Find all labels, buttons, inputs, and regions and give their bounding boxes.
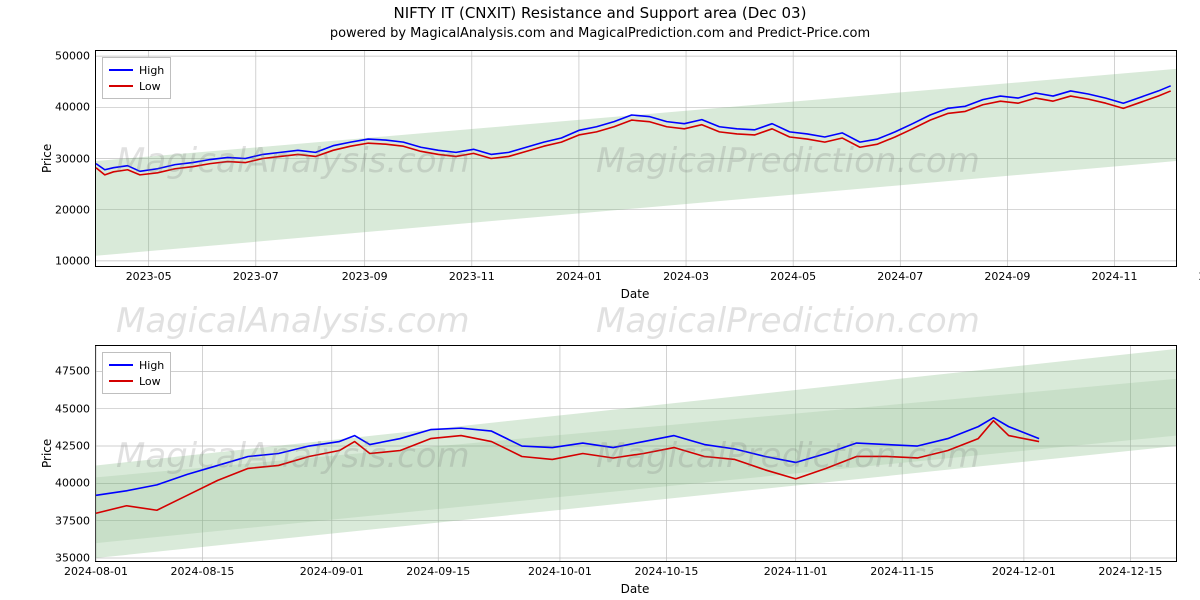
x-axis-label: Date: [95, 287, 1175, 301]
legend-label-low: Low: [139, 375, 161, 388]
legend-label-high: High: [139, 64, 164, 77]
y-tick-label: 40000: [55, 477, 96, 490]
y-tick-label: 37500: [55, 514, 96, 527]
legend-row-high: High: [109, 357, 164, 373]
watermark: MagicalPrediction.com: [596, 301, 980, 341]
chart-title: NIFTY IT (CNXIT) Resistance and Support …: [0, 4, 1200, 22]
y-tick-label: 45000: [55, 402, 96, 415]
y-axis-label: Price: [40, 143, 54, 172]
y-tick-label: 20000: [55, 203, 96, 216]
legend-swatch-high: [109, 364, 133, 366]
legend: High Low: [102, 352, 171, 394]
x-tick-label: 2023-05: [126, 266, 172, 283]
x-tick-label: 2024-12-01: [992, 561, 1056, 578]
legend-swatch-low: [109, 85, 133, 87]
x-tick-label: 2024-12-15: [1098, 561, 1162, 578]
chart-subtitle: powered by MagicalAnalysis.com and Magic…: [0, 26, 1200, 41]
x-tick-label: 2024-11-01: [764, 561, 828, 578]
x-axis-label: Date: [95, 582, 1175, 596]
legend-swatch-high: [109, 69, 133, 71]
watermark: MagicalAnalysis.com: [116, 301, 470, 341]
chart-top-svg: [96, 51, 1176, 266]
x-tick-label: 2024-01: [556, 266, 602, 283]
page: NIFTY IT (CNXIT) Resistance and Support …: [0, 0, 1200, 600]
legend-swatch-low: [109, 380, 133, 382]
y-tick-label: 47500: [55, 365, 96, 378]
x-tick-label: 2023-09: [342, 266, 388, 283]
x-tick-label: 2024-08-15: [171, 561, 235, 578]
x-tick-label: 2024-07: [877, 266, 923, 283]
x-tick-label: 2024-11-15: [870, 561, 934, 578]
x-tick-label: 2024-09: [984, 266, 1030, 283]
y-tick-label: 50000: [55, 50, 96, 63]
x-tick-label: 2024-10-01: [528, 561, 592, 578]
y-tick-label: 40000: [55, 101, 96, 114]
x-tick-label: 2024-11: [1092, 266, 1138, 283]
x-tick-label: 2023-07: [233, 266, 279, 283]
legend-row-low: Low: [109, 78, 164, 94]
legend-row-low: Low: [109, 373, 164, 389]
x-tick-label: 2024-09-15: [406, 561, 470, 578]
legend-row-high: High: [109, 62, 164, 78]
x-tick-label: 2023-11: [449, 266, 495, 283]
legend-label-high: High: [139, 359, 164, 372]
chart-bottom-svg: [96, 346, 1176, 561]
x-tick-label: 2024-08-01: [64, 561, 128, 578]
x-tick-label: 2024-10-15: [634, 561, 698, 578]
chart-bottom: MagicalAnalysis.com MagicalPrediction.co…: [95, 345, 1177, 562]
chart-top: MagicalAnalysis.com MagicalPrediction.co…: [95, 50, 1177, 267]
legend: High Low: [102, 57, 171, 99]
y-tick-label: 42500: [55, 440, 96, 453]
y-tick-label: 10000: [55, 254, 96, 267]
x-tick-label: 2024-03: [663, 266, 709, 283]
x-tick-label: 2024-05: [770, 266, 816, 283]
y-tick-label: 30000: [55, 152, 96, 165]
x-tick-label: 2024-09-01: [300, 561, 364, 578]
legend-label-low: Low: [139, 80, 161, 93]
y-axis-label: Price: [40, 438, 54, 467]
